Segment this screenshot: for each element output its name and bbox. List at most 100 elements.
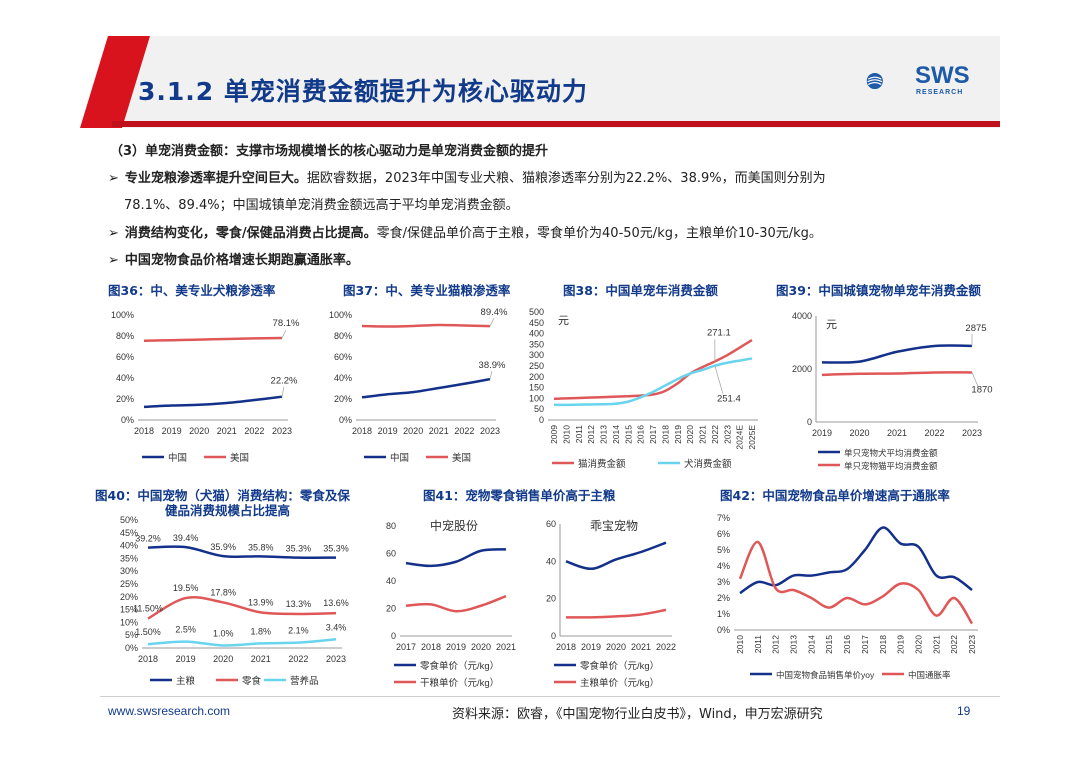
x-tick-label: 2021: [931, 635, 941, 654]
y-tick-label: 60: [546, 519, 556, 529]
y-tick-label: 40: [386, 576, 396, 586]
x-tick-label: 2020: [913, 635, 923, 654]
logo-subtext: RESEARCH: [916, 89, 964, 96]
data-label: 89.4%: [481, 307, 508, 318]
data-label: 35.9%: [210, 542, 236, 552]
y-tick-label: 50%: [120, 515, 138, 525]
x-tick-label: 2021: [698, 425, 708, 444]
y-tick-label: 0: [807, 417, 812, 427]
x-tick-label: 2022: [949, 635, 959, 654]
bullet-1-bold: 专业宠粮渗透率提升空间巨大。: [124, 171, 307, 186]
data-label: 22.2%: [271, 376, 298, 387]
x-tick-label: 2016: [842, 635, 852, 654]
y-tick-label: 0: [551, 631, 556, 641]
section-heading: （3）单宠消费金额：支撑市场规模增长的核心驱动力是单宠消费金额的提升: [110, 144, 549, 159]
x-tick-label: 2024E: [735, 425, 745, 450]
x-tick-label: 2023: [722, 425, 732, 444]
y-tick-label: 0%: [125, 643, 138, 653]
x-tick-label: 2012: [771, 635, 781, 654]
x-tick-label: 2012: [586, 425, 596, 444]
y-tick-label: 0%: [339, 415, 352, 425]
y-tick-label: 0: [391, 631, 396, 641]
legend-label: 单只宠物犬平均消费金额: [844, 448, 938, 458]
legend-label: 中国宠物食品销售单价yoy: [776, 670, 875, 680]
fig42-title: 图42：中国宠物食品单价增速高于通胀率: [720, 488, 950, 503]
data-label: 13.6%: [323, 598, 349, 608]
bullet-1-text: 据欧睿数据，2023年中国专业犬粮、猫粮渗透率分别为22.2%、38.9%，而美…: [306, 171, 826, 186]
data-label: 271.1: [707, 327, 731, 338]
x-tick-label: 2013: [599, 425, 609, 444]
x-tick-label: 2018: [352, 426, 372, 436]
y-tick-label: 450: [529, 318, 544, 328]
y-tick-label: 4000: [792, 311, 812, 321]
data-label: 17.8%: [210, 587, 236, 597]
data-label: 251.4: [717, 394, 741, 405]
y-tick-label: 2000: [792, 364, 812, 374]
x-tick-label: 2022: [454, 426, 474, 436]
x-tick-label: 2014: [806, 635, 816, 654]
y-tick-label: 40%: [334, 373, 352, 383]
bullet-2-text: 零食/保健品单价高于主粮，零食单价为40-50元/kg，主粮单价10-30元/k…: [376, 226, 822, 241]
bullet-1-line2: 78.1%、89.4%；中国城镇单宠消费金额远高于平均单宠消费金额。: [124, 198, 519, 213]
y-tick-label: 40%: [116, 373, 134, 383]
y-tick-label: 20%: [116, 394, 134, 404]
x-tick-label: 2010: [561, 425, 571, 444]
legend-label: 中国: [390, 452, 409, 464]
y-tick-label: 80%: [334, 331, 352, 341]
x-tick-label: 2016: [636, 425, 646, 444]
fig37-chart: 0% 20% 40% 60% 80% 100% 2018 2019 2020 2021 2022 20…: [329, 307, 508, 464]
y-tick-label: 3%: [717, 577, 730, 587]
x-tick-label: 2022: [244, 426, 264, 436]
subchart-title: 乖宝宠物: [590, 518, 638, 533]
x-tick-label: 2023: [272, 426, 292, 436]
x-tick-label: 2018: [134, 426, 154, 436]
legend-label: 零食单价（元/kg）: [580, 660, 659, 672]
page-title: 3.1.2 单宠消费金额提升为核心驱动力: [138, 77, 588, 106]
x-tick-label: 2015: [824, 635, 834, 654]
fig41-title: 图41：宠物零食销售单价高于主粮: [423, 488, 616, 503]
x-tick-label: 2017: [396, 642, 416, 652]
y-tick-label: 35%: [120, 553, 138, 563]
y-tick-label: 15%: [120, 605, 138, 615]
data-label: 38.9%: [479, 360, 506, 371]
data-label: 2.5%: [175, 625, 196, 635]
y-tick-label: 60: [386, 549, 396, 559]
x-tick-label: 2018: [556, 642, 576, 652]
series-line-0: [739, 526, 973, 595]
x-tick-label: 2020: [685, 425, 695, 444]
series-line-1: [361, 323, 491, 328]
data-label: 35.3%: [323, 544, 349, 554]
page-number: 19: [957, 704, 971, 718]
legend-label: 零食: [242, 675, 262, 687]
callout-line: [281, 386, 285, 397]
y-tick-label: 7%: [717, 513, 730, 523]
bullet-1: ➢ 专业宠粮渗透率提升空间巨大。据欧睿数据，2023年中国专业犬粮、猫粮渗透率分别…: [108, 171, 826, 186]
data-label: 2875: [965, 323, 986, 334]
y-tick-label: 0: [539, 415, 544, 425]
x-tick-label: 2013: [789, 635, 799, 654]
series-line-1: [821, 371, 973, 377]
footer-url[interactable]: www.swsresearch.com: [108, 704, 231, 718]
x-tick-label: 2021: [251, 654, 271, 664]
series-line-0: [143, 395, 283, 409]
x-tick-label: 2018: [421, 642, 441, 652]
y-tick-label: 40%: [120, 541, 138, 551]
series-line-1: [405, 594, 507, 613]
series-line-0: [405, 548, 507, 568]
series-line-2: [147, 638, 337, 647]
y-tick-label: 80%: [116, 331, 134, 341]
series-line-1: [565, 608, 667, 619]
legend-label: 中国通胀率: [908, 670, 951, 680]
x-tick-label: 2018: [138, 654, 158, 664]
y-tick-label: 25%: [120, 579, 138, 589]
unit-label: 元: [826, 319, 837, 331]
y-tick-label: 20%: [334, 394, 352, 404]
title-band: [112, 36, 1000, 128]
y-tick-label: 500: [529, 307, 544, 317]
data-label: 19.5%: [173, 583, 199, 593]
x-tick-label: 2019: [446, 642, 466, 652]
callout-line: [489, 317, 495, 327]
legend-label: 零食单价（元/kg）: [420, 660, 499, 672]
x-tick-label: 2020: [849, 428, 869, 438]
data-label: 2.1%: [288, 626, 309, 636]
